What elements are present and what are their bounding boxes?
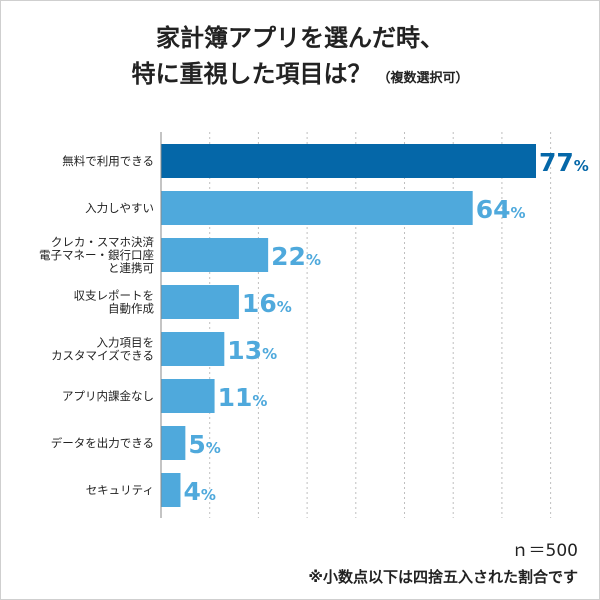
bar-6	[161, 426, 186, 460]
value-label-5: 11%	[218, 383, 268, 412]
value-label-1: 64%	[476, 195, 526, 224]
value-label-3: 16%	[242, 289, 292, 318]
category-label-2: クレカ・スマホ決済電子マネー・銀行口座と連携可	[39, 235, 154, 275]
value-label-6: 5%	[188, 430, 220, 459]
category-label-4: 入力項目をカスタマイズできる	[51, 336, 154, 363]
chart-title: 家計簿アプリを選んだ時、 特に重視した項目は？ （複数選択可）	[0, 20, 600, 97]
title-line-2-main: 特に重視した項目は？	[131, 60, 372, 88]
value-label-0: 77%	[539, 148, 589, 177]
category-label-5: アプリ内課金なし	[62, 389, 154, 403]
title-line-1: 家計簿アプリを選んだ時、	[156, 24, 444, 52]
bar-1	[161, 191, 473, 225]
sample-size-label: ｎ＝500	[511, 541, 578, 561]
category-label-3: 収支レポートを自動作成	[74, 289, 155, 316]
bar-5	[161, 379, 215, 413]
title-line-2: 特に重視した項目は？ （複数選択可）	[0, 56, 600, 97]
value-label-7: 4%	[183, 477, 215, 506]
bar-3	[161, 285, 239, 319]
rounding-note: ※小数点以下は四捨五入された割合です	[308, 568, 578, 586]
bar-2	[161, 238, 269, 272]
category-label-1: 入力しやすい	[85, 201, 154, 215]
value-label-2: 22%	[271, 242, 321, 271]
category-label-7: セキュリティ	[86, 483, 154, 497]
bar-7	[161, 473, 181, 507]
category-label-0: 無料で利用できる	[62, 154, 154, 168]
category-label-6: データを出力できる	[51, 436, 154, 450]
bar-0	[161, 144, 536, 178]
title-subtitle: （複数選択可）	[377, 71, 469, 86]
bar-4	[161, 332, 225, 366]
value-label-4: 13%	[227, 336, 277, 365]
